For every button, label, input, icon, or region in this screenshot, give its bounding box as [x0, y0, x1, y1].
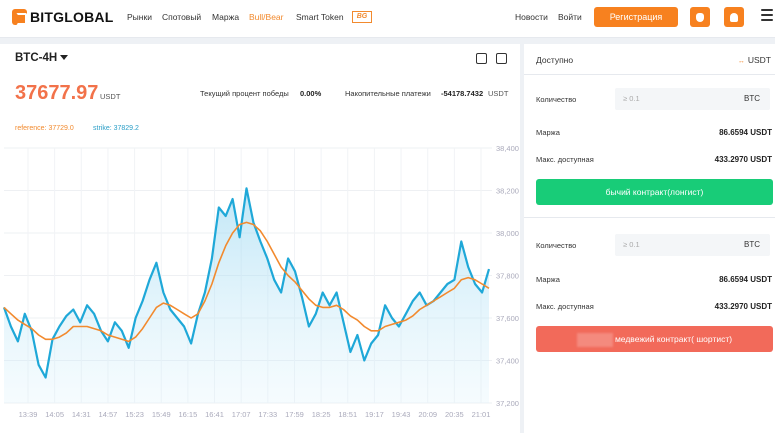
x-tick-label: 17:33	[258, 410, 277, 419]
price-chart[interactable]: 38,400 38,200 38,000 37,800 37,600 37,400 37,2…	[0, 144, 520, 433]
y-tick-label: 37,400	[496, 357, 519, 366]
x-tick-label: 20:35	[445, 410, 464, 419]
x-tick-label: 17:07	[232, 410, 251, 419]
nav-smart-token[interactable]: Smart Token	[296, 12, 344, 22]
win-rate-value: 0.00%	[300, 89, 322, 98]
short-qty-input[interactable]: ≥ 0.1 BTC	[615, 234, 770, 256]
android-icon[interactable]	[724, 7, 744, 27]
pair-selector[interactable]: BTC-4H	[15, 52, 69, 64]
short-margin-label: Маржа	[536, 275, 560, 284]
price-line	[2, 187, 491, 379]
nav-markets[interactable]: Рынки	[127, 12, 152, 22]
long-max-label: Макс. доступная	[536, 155, 594, 164]
x-tick-label: 14:57	[99, 410, 118, 419]
short-max-label: Макс. доступная	[536, 302, 594, 311]
price-area	[4, 188, 489, 403]
x-tick-label: 15:23	[125, 410, 144, 419]
long-contract-button[interactable]: бычий контракт(лонгист)	[536, 179, 773, 205]
x-tick-label: 19:17	[365, 410, 384, 419]
current-price: 37677.97	[15, 82, 99, 104]
long-qty-input[interactable]: ≥ 0.1 BTC	[615, 88, 770, 110]
long-qty-placeholder: ≥ 0.1	[623, 94, 640, 103]
x-tick-label: 21:01	[472, 410, 491, 419]
y-tick-label: 38,400	[496, 144, 519, 153]
payments-unit: USDT	[488, 89, 509, 98]
redacted-overlay	[576, 332, 613, 347]
short-contract-button[interactable]: медвежий контракт( шортист)	[536, 326, 773, 352]
moving-average-line	[3, 221, 490, 343]
x-tick-label: 17:59	[285, 410, 304, 419]
nav-margin[interactable]: Маржа	[212, 12, 240, 22]
login-link[interactable]: Войти	[558, 12, 582, 22]
available-label: Доступно	[536, 55, 574, 65]
chart-settings-icon[interactable]	[496, 53, 507, 64]
y-tick-label: 38,000	[496, 229, 519, 238]
available-balance[interactable]: ↔ USDT	[738, 55, 771, 65]
logo-text: BITGLOBAL	[30, 9, 114, 25]
short-qty-placeholder: ≥ 0.1	[623, 240, 640, 249]
chevron-down-icon	[60, 55, 69, 61]
payments-value: -54178.7432	[441, 89, 484, 98]
x-tick-label: 18:25	[312, 410, 331, 419]
apple-icon[interactable]	[690, 7, 710, 27]
strike-price: strike: 37829.2	[93, 125, 139, 132]
bg-badge-icon[interactable]: BG	[352, 11, 372, 23]
long-margin-value: 86.6594 USDT	[719, 128, 772, 137]
reference-price: reference: 37729.0	[15, 125, 74, 132]
x-tick-label: 14:31	[72, 410, 91, 419]
short-max-value: 433.2970 USDT	[714, 302, 772, 311]
long-margin-label: Маржа	[536, 128, 560, 137]
trade-panel: Доступно ↔ USDT Количество ≥ 0.1 BTC Марж…	[524, 44, 775, 433]
x-tick-label: 20:09	[418, 410, 437, 419]
long-qty-currency: BTC	[744, 94, 760, 103]
divider	[524, 74, 775, 75]
transfer-arrows-icon: ↔	[737, 58, 745, 65]
x-tick-label: 16:41	[205, 410, 224, 419]
pair-label: BTC-4H	[15, 52, 58, 64]
nav-spot[interactable]: Спотовый	[162, 12, 202, 22]
top-navigation-bar: BITGLOBAL Рынки Спотовый Маржа Bull/Bear…	[0, 0, 775, 38]
divider	[524, 217, 775, 218]
logo[interactable]: BITGLOBAL	[12, 9, 113, 25]
y-tick-label: 38,200	[496, 187, 519, 196]
price-unit: USDT	[100, 92, 121, 101]
bitglobal-logo-icon	[12, 9, 27, 25]
short-button-label: медвежий контракт( шортист)	[614, 334, 733, 344]
hamburger-menu-icon[interactable]	[761, 9, 773, 21]
short-margin-value: 86.6594 USDT	[719, 275, 772, 284]
short-qty-currency: BTC	[744, 240, 760, 249]
short-qty-label: Количество	[536, 241, 577, 250]
x-tick-label: 14:05	[45, 410, 64, 419]
x-tick-label: 15:49	[152, 410, 171, 419]
payments-label: Накопительные платежи	[345, 89, 431, 98]
x-tick-label: 13:39	[19, 410, 38, 419]
chart-type-icon[interactable]	[476, 53, 487, 64]
x-tick-label: 16:15	[178, 410, 197, 419]
y-tick-label: 37,200	[496, 399, 519, 408]
long-max-value: 433.2970 USDT	[714, 155, 772, 164]
news-link[interactable]: Новости	[515, 12, 548, 22]
win-rate-label: Текущий процент победы	[200, 89, 289, 98]
x-tick-label: 18:51	[338, 410, 357, 419]
chart-panel: BTC-4H 37677.97 USDT Текущий процент поб…	[0, 44, 520, 433]
y-tick-label: 37,600	[496, 314, 519, 323]
available-currency: USDT	[747, 55, 771, 65]
y-tick-label: 37,800	[496, 272, 519, 281]
register-button[interactable]: Регистрация	[594, 7, 678, 27]
x-tick-label: 19:43	[392, 410, 411, 419]
nav-bull-bear[interactable]: Bull/Bear	[249, 12, 284, 22]
long-qty-label: Количество	[536, 95, 577, 104]
